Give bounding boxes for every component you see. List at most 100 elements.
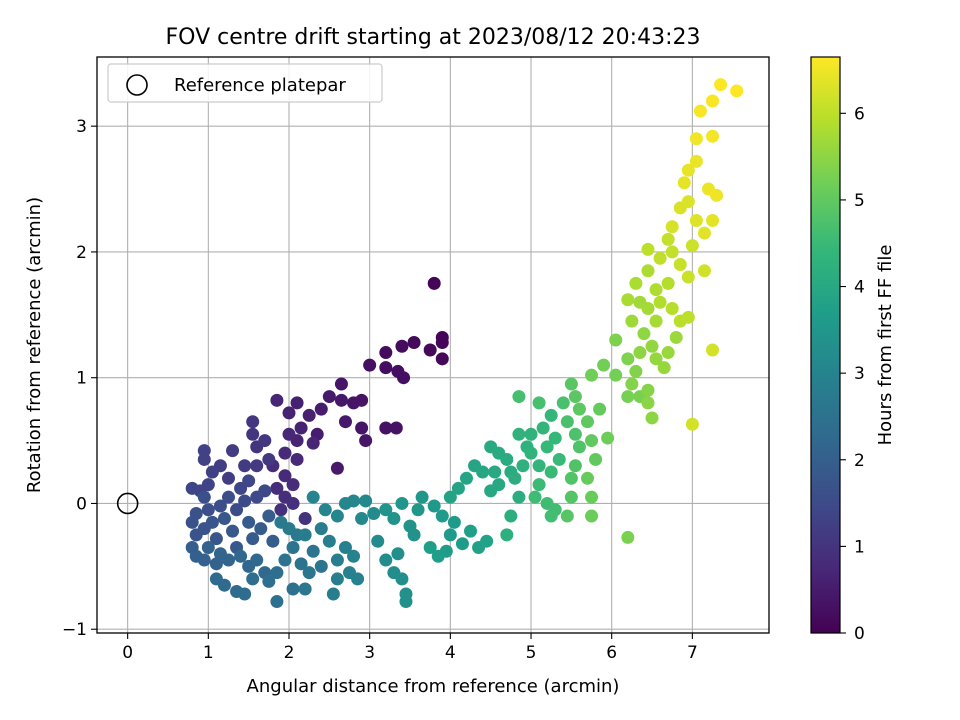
legend-box: [107, 63, 383, 103]
data-point: [355, 512, 369, 526]
data-point: [278, 553, 292, 567]
data-point: [230, 503, 244, 517]
data-point: [379, 503, 393, 517]
data-point: [197, 490, 211, 504]
data-point: [306, 490, 320, 504]
data-point: [443, 528, 457, 542]
data-point: [270, 393, 284, 407]
data-point: [524, 427, 538, 441]
data-point: [435, 352, 449, 366]
data-point: [213, 499, 227, 513]
data-point: [693, 104, 707, 118]
data-point: [641, 302, 655, 316]
data-point: [246, 572, 260, 586]
data-point: [262, 574, 276, 588]
data-point: [653, 251, 667, 265]
colorbar: [810, 56, 841, 634]
data-point: [560, 509, 574, 523]
data-point: [294, 557, 308, 571]
data-point: [435, 335, 449, 349]
data-point: [387, 512, 401, 526]
data-point: [556, 396, 570, 410]
data-point: [540, 440, 554, 454]
data-point: [689, 213, 703, 227]
data-point: [326, 587, 340, 601]
data-point: [314, 402, 328, 416]
data-point: [197, 553, 211, 567]
data-point: [714, 78, 728, 92]
data-point: [347, 494, 361, 508]
data-point: [185, 481, 199, 495]
data-point: [270, 595, 284, 609]
data-point: [637, 327, 651, 341]
data-point: [217, 578, 231, 592]
colorbar-tick-label: 5: [854, 191, 865, 211]
data-point: [351, 572, 365, 586]
data-point: [681, 195, 695, 209]
data-point: [201, 540, 215, 554]
data-point: [685, 417, 699, 431]
x-tick-label: 6: [606, 643, 617, 663]
data-point: [665, 302, 679, 316]
data-point: [242, 474, 256, 488]
data-point: [512, 490, 526, 504]
data-point: [625, 377, 639, 391]
data-point: [572, 440, 586, 454]
data-point: [282, 427, 296, 441]
data-point: [665, 245, 679, 259]
data-point: [270, 566, 284, 580]
y-axis-ticks: −1 0 1 2 3: [62, 117, 97, 640]
data-point: [689, 132, 703, 146]
data-point: [389, 421, 403, 435]
data-point: [197, 444, 211, 458]
data-point: [298, 528, 312, 542]
data-point: [633, 346, 647, 360]
plot-frame: [96, 56, 770, 634]
data-point: [621, 352, 635, 366]
data-point: [459, 471, 473, 485]
data-point: [290, 396, 304, 410]
data-point: [330, 509, 344, 523]
colorbar-tick-label: 3: [854, 364, 865, 384]
data-point: [492, 478, 506, 492]
data-point: [641, 242, 655, 256]
data-point: [238, 587, 252, 601]
y-axis-label: Rotation from reference (arcmin): [24, 197, 45, 493]
data-point: [347, 396, 361, 410]
data-point: [681, 163, 695, 177]
data-point: [246, 415, 260, 429]
data-point: [298, 512, 312, 526]
data-point: [512, 390, 526, 404]
data-point: [322, 390, 336, 404]
data-point: [330, 572, 344, 586]
data-point: [221, 553, 235, 567]
data-point: [544, 465, 558, 479]
data-point: [673, 258, 687, 272]
data-point: [290, 452, 304, 466]
data-point: [451, 481, 465, 495]
grid-lines: [97, 57, 769, 633]
data-point: [427, 276, 441, 290]
data-point: [250, 553, 264, 567]
data-point: [649, 352, 663, 366]
data-point: [397, 371, 411, 385]
data-point: [532, 478, 546, 492]
data-point: [677, 176, 691, 190]
colorbar-tick-label: 0: [854, 624, 865, 644]
data-point: [455, 537, 469, 551]
data-point: [706, 129, 720, 143]
y-tick-label: 1: [76, 369, 87, 389]
data-point: [334, 377, 348, 391]
data-point: [625, 314, 639, 328]
data-point: [645, 339, 659, 353]
data-point: [205, 465, 219, 479]
colorbar-tick-label: 1: [854, 537, 865, 557]
data-point: [585, 368, 599, 382]
legend-label-reference: Reference platepar: [174, 75, 346, 96]
x-tick-label: 3: [364, 643, 375, 663]
data-point: [338, 540, 352, 554]
data-point: [379, 346, 393, 360]
data-point: [314, 559, 328, 573]
data-point: [508, 471, 522, 485]
